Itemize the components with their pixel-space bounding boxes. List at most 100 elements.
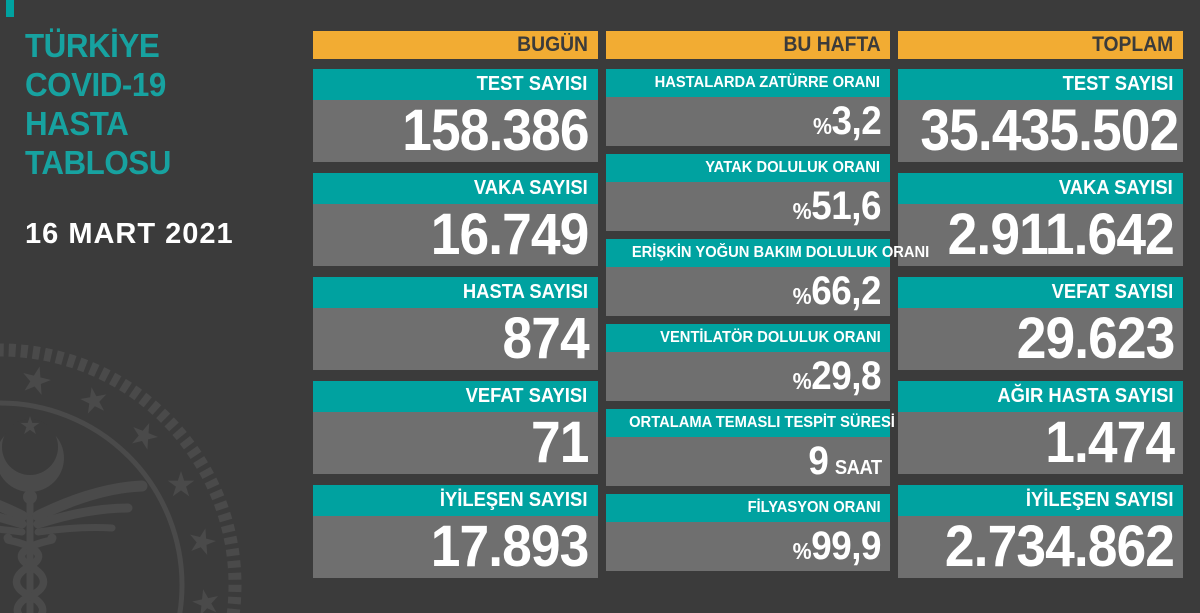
stat-label-bar: VEFAT SAYISI [313,381,598,412]
stat-label-bar: ORTALAMA TEMASLI TESPİT SÜRESİ [605,409,895,437]
stat-value: 2.911.642 [947,202,1175,267]
stat-label-bar: HASTALARDA ZATÜRRE ORANI [605,69,891,97]
stat-label: ERİŞKİN YOĞUN BAKIM DOLULUK ORANI [631,244,929,261]
stat-number: 16.749 [430,202,590,267]
stat-value-bar: %3,2 [605,97,891,146]
column-bu-hafta: BU HAFTA HASTALARDA ZATÜRRE ORANI %3,2 YATA… [605,31,929,571]
stat-number: 71 [531,410,589,475]
stat-label: TEST SAYISI [476,73,588,95]
stat-card: VENTİLATÖR DOLULUK ORANI %29,8 [605,324,891,401]
stat-number: 29.623 [1016,306,1175,371]
ministry-of-health-emblem-logo [0,343,242,613]
percent-prefix: % [813,113,832,139]
title-line-2: COVID-19 [25,66,166,103]
stat-value: 1.474 [1045,410,1175,475]
stat-card: AĞIR HASTA SAYISI 1.474 [898,381,1184,475]
stat-value-bar: 874 [313,308,598,370]
stat-card: İYİLEŞEN SAYISI 2.734.862 [898,485,1184,579]
stat-value: 35.435.502 [920,98,1180,163]
stat-value: 16.749 [430,202,590,267]
stat-number: 2.911.642 [947,202,1175,267]
stat-label: İYİLEŞEN SAYISI [440,489,588,511]
stat-number: 2.734.862 [944,514,1175,579]
stat-value-bar: %99,9 [605,522,891,571]
unit-suffix: SAAT [834,457,882,479]
column-header-bugun: BUGÜN [313,31,598,59]
stat-label-bar: TEST SAYISI [313,69,598,100]
stat-label-bar: FİLYASYON ORANI [605,494,891,522]
stat-number: 66,2 [811,269,882,313]
page-title: TÜRKİYE COVID-19 HASTA TABLOSU [25,26,179,182]
stat-label: VEFAT SAYISI [1051,281,1174,303]
stat-value: 71 [531,412,589,474]
stat-number: 874 [502,306,589,371]
column-header-toplam: TOPLAM [898,31,1184,59]
stat-card: VEFAT SAYISI 29.623 [898,277,1184,371]
stat-label-bar: ERİŞKİN YOĞUN BAKIM DOLULUK ORANI [605,239,929,267]
stat-number: 1.474 [1045,410,1175,475]
stat-label-bar: VAKA SAYISI [313,173,598,204]
emblem-crescent-and-star [0,416,64,492]
stat-label-bar: VEFAT SAYISI [898,277,1184,308]
stat-label-bar: İYİLEŞEN SAYISI [898,485,1184,516]
stat-value-bar: 17.893 [313,516,598,578]
stat-value: 9 SAAT [808,437,882,493]
stat-value-bar: %51,6 [605,182,891,231]
stat-number: 3,2 [831,99,882,143]
stat-label-bar: VENTİLATÖR DOLULUK ORANI [605,324,891,352]
stat-value-bar: 29.623 [898,306,1184,371]
stat-label: VAKA SAYISI [473,177,588,199]
emblem-inner-ring [0,400,185,613]
caduceus-icon [0,480,148,613]
stat-value: %3,2 [813,97,882,151]
stat-label: AĞIR HASTA SAYISI [996,385,1174,407]
stat-card: TEST SAYISI 35.435.502 [898,69,1184,163]
stat-label: TEST SAYISI [1062,73,1174,95]
stat-value: %66,2 [793,267,882,321]
stat-label-bar: YATAK DOLULUK ORANI [605,154,891,182]
stat-value-bar: 2.911.642 [898,202,1184,267]
stat-number: 29,8 [811,354,882,398]
stat-card: FİLYASYON ORANI %99,9 [605,494,891,571]
stat-number: 51,6 [811,184,882,228]
stat-value: 158.386 [402,100,589,162]
stat-value: %99,9 [793,522,882,576]
stat-card: VAKA SAYISI 2.911.642 [898,173,1184,267]
stat-label-bar: TEST SAYISI [898,69,1184,100]
stat-value: 874 [502,306,589,371]
stat-card: HASTA SAYISI 874 [313,277,598,370]
stat-label-bar: VAKA SAYISI [898,173,1184,204]
stat-value: %51,6 [793,182,882,236]
column-header-label: BU HAFTA [783,33,881,56]
stat-card: ORTALAMA TEMASLI TESPİT SÜRESİ 9 SAAT [605,409,895,486]
stat-number: 17.893 [430,514,590,579]
percent-prefix: % [793,538,812,564]
column-header-label: TOPLAM [1091,33,1174,56]
stat-label: VEFAT SAYISI [465,385,588,407]
stat-number: 9 [808,439,829,483]
stat-label: HASTALARDA ZATÜRRE ORANI [654,74,881,91]
stat-value-bar: 35.435.502 [898,98,1184,163]
stat-card: VEFAT SAYISI 71 [313,381,598,474]
stat-label-bar: İYİLEŞEN SAYISI [313,485,598,516]
stat-value: 2.734.862 [944,514,1175,579]
stat-label-bar: AĞIR HASTA SAYISI [898,381,1184,412]
column-header-label: BUGÜN [516,33,588,56]
stat-value: %29,8 [793,352,882,406]
report-date: 16 MART 2021 [25,218,234,250]
corner-accent-mark [6,0,14,17]
stat-number: 35.435.502 [920,98,1180,163]
stat-card: TEST SAYISI 158.386 [313,69,598,162]
stat-value: 29.623 [1016,306,1175,371]
stat-label: FİLYASYON ORANI [747,499,881,516]
emblem-rope-ring [0,343,242,613]
percent-prefix: % [793,368,812,394]
stat-value-bar: 71 [313,412,598,474]
stat-label: HASTA SAYISI [462,281,588,303]
column-toplam: TOPLAM TEST SAYISI 35.435.502 VAKA SAYISI 2.… [898,31,1184,579]
stat-value-bar: %66,2 [605,267,891,316]
column-header-bu-hafta: BU HAFTA [605,31,891,59]
percent-prefix: % [793,283,812,309]
stat-label: ORTALAMA TEMASLI TESPİT SÜRESİ [628,414,895,431]
stat-label: VENTİLATÖR DOLULUK ORANI [659,329,881,346]
